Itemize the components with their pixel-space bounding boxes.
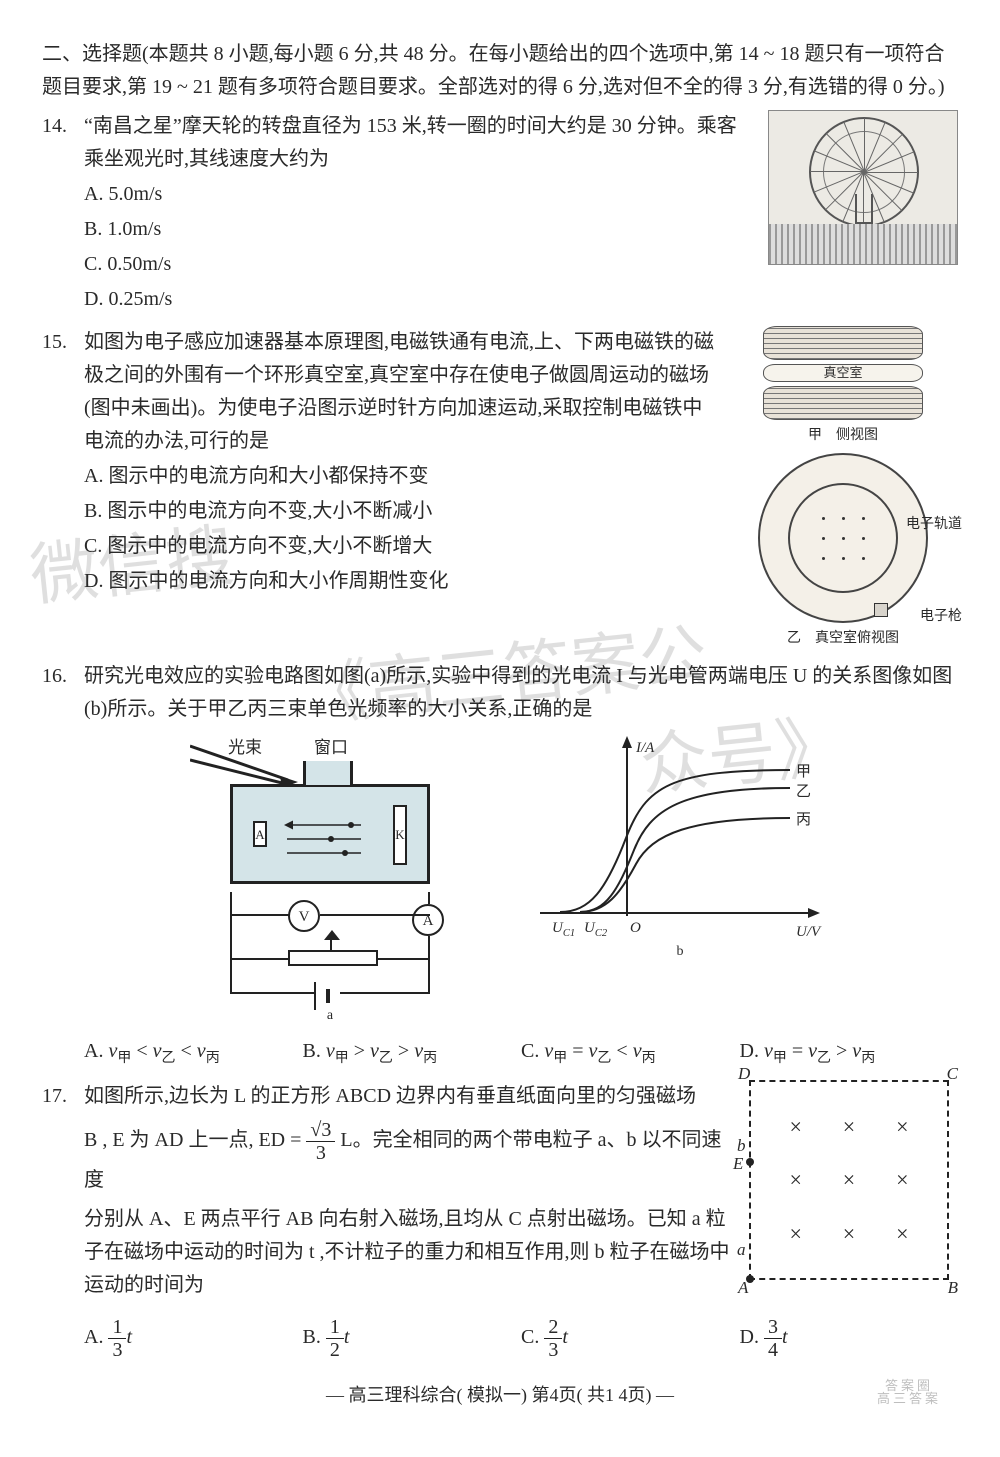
option-b: B. 12t — [303, 1316, 522, 1361]
option-b: B. 1.0m/s — [84, 213, 958, 246]
option-d: D. 0.25m/s — [84, 283, 958, 316]
option-d: D. 34t — [740, 1316, 959, 1361]
option-b: B. 图示中的电流方向不变,大小不断减小 — [84, 495, 958, 528]
option-c: C. 图示中的电流方向不变,大小不断增大 — [84, 530, 958, 563]
electrode-a: A — [253, 821, 267, 847]
iv-curves — [540, 740, 820, 940]
option-b: B. ν甲 > ν乙 > ν丙 — [303, 1035, 522, 1070]
option-a: A. ν甲 < ν乙 < ν丙 — [84, 1035, 303, 1070]
options: A. ν甲 < ν乙 < ν丙 B. ν甲 > ν乙 > ν丙 C. ν甲 = … — [84, 1035, 958, 1070]
question-number: 16. — [42, 660, 67, 693]
option-a: A. 13t — [84, 1316, 303, 1361]
question-stem: “南昌之星”摩天轮的转盘直径为 153 米,转一圈的时间大约是 30 分钟。乘客… — [84, 115, 737, 170]
voltmeter: V — [288, 900, 320, 932]
question-number: 17. — [42, 1080, 67, 1113]
options: A. 13t B. 12t C. 23t D. 34t — [84, 1316, 958, 1361]
options: A. 图示中的电流方向和大小都保持不变 B. 图示中的电流方向不变,大小不断减小… — [84, 460, 958, 598]
option-c: C. 0.50m/s — [84, 248, 958, 281]
circuit-figure-a: 光束 窗口 A K A V — [180, 740, 480, 1027]
window-label: 窗口 — [314, 734, 348, 762]
question-15: 真空室 甲 侧视图 电子轨道 电子枪 乙 真空室俯视图 15. 如图为电子感应加… — [42, 326, 958, 650]
page-footer: — 高三理科综合( 模拟一) 第4页( 共1 4页) — — [42, 1381, 958, 1411]
uc1-sub: C1 — [563, 928, 575, 939]
stamp-watermark: 答案圈高三答案 — [854, 1379, 964, 1423]
gun-label: 电子枪 — [920, 605, 962, 628]
uc2-sub: C2 — [595, 928, 607, 939]
question-14: 14. “南昌之星”摩天轮的转盘直径为 153 米,转一圈的时间大约是 30 分… — [42, 110, 958, 316]
option-d: D. 图示中的电流方向和大小作周期性变化 — [84, 565, 958, 598]
question-16: 16. 研究光电效应的实验电路图如图(a)所示,实验中得到的光电流 I 与光电管… — [42, 660, 958, 1070]
option-c: C. ν甲 = ν乙 < ν丙 — [521, 1035, 740, 1070]
curve-yi-label: 乙 — [796, 780, 811, 805]
curve-bing-label: 丙 — [796, 808, 811, 833]
question-stem-line3: 分别从 A、E 两点平行 AB 向右射入磁场,且均从 C 点射出磁场。已知 a … — [84, 1203, 958, 1302]
question-number: 15. — [42, 326, 67, 359]
electrode-k: K — [393, 805, 407, 865]
top-view-caption: 乙 真空室俯视图 — [728, 627, 958, 650]
option-a: A. 图示中的电流方向和大小都保持不变 — [84, 460, 958, 493]
options: A. 5.0m/s B. 1.0m/s C. 0.50m/s D. 0.25m/… — [84, 178, 958, 316]
option-c: C. 23t — [521, 1316, 740, 1361]
question-stem-line2a: B , E 为 AD 上一点, ED = — [84, 1129, 306, 1151]
fig-a-caption: a — [180, 1004, 480, 1027]
ammeter: A — [412, 904, 444, 936]
option-d: D. ν甲 = ν乙 > ν丙 — [740, 1035, 959, 1070]
uc1: U — [552, 920, 563, 936]
section-heading: 二、选择题(本题共 8 小题,每小题 6 分,共 48 分。在每小题给出的四个选… — [42, 38, 958, 104]
origin: O — [630, 916, 641, 941]
question-17: D C ××× ××× ××× E b a A B 17. 如图所示,边长为 L… — [42, 1080, 958, 1361]
frac-num: √3 — [306, 1119, 335, 1142]
frac-den: 3 — [306, 1142, 335, 1164]
question-stem: 如图为电子感应加速器基本原理图,电磁铁通有电流,上、下两电磁铁的磁极之间的外围有… — [84, 331, 714, 452]
uc2: U — [584, 920, 595, 936]
question-stem: 研究光电效应的实验电路图如图(a)所示,实验中得到的光电流 I 与光电管两端电压… — [84, 665, 952, 720]
fig-b-caption: b — [540, 940, 820, 963]
question-number: 14. — [42, 110, 67, 143]
beam-label: 光束 — [228, 734, 262, 762]
y-axis-label: I/A — [636, 736, 654, 761]
iv-graph-b: I/A U/V UC1 UC2 O 甲 乙 丙 b — [540, 740, 820, 940]
question-stem-line1: 如图所示,边长为 L 的正方形 ABCD 边界内有垂直纸面向里的匀强磁场 — [84, 1085, 696, 1107]
option-a: A. 5.0m/s — [84, 178, 958, 211]
